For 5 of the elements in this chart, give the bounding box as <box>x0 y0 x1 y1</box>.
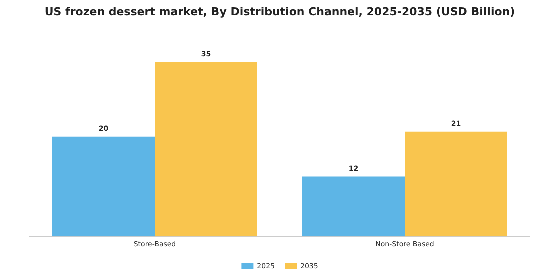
bar <box>302 176 405 237</box>
bar <box>155 62 258 237</box>
bar <box>405 132 508 237</box>
bar <box>52 136 155 237</box>
chart-title: US frozen dessert market, By Distribution Channel, 2025-2035 (USD Billion) <box>44 5 516 18</box>
